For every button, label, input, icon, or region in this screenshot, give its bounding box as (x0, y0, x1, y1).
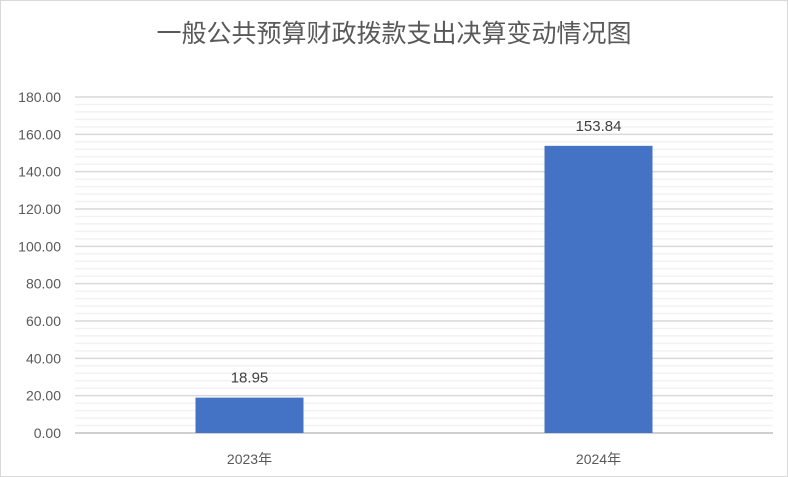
y-tick-label: 60.00 (26, 313, 61, 329)
y-tick-label: 0.00 (34, 425, 61, 441)
y-tick-label: 120.00 (18, 201, 61, 217)
y-tick-label: 160.00 (18, 126, 61, 142)
y-tick-label: 80.00 (26, 276, 61, 292)
bar-2024年 (544, 145, 653, 433)
data-label: 18.95 (231, 370, 269, 387)
chart-title: 一般公共预算财政拨款支出决算变动情况图 (156, 19, 632, 48)
x-tick-label: 2023年 (227, 451, 272, 467)
y-tick-label: 40.00 (26, 350, 61, 366)
data-label: 153.84 (576, 118, 622, 135)
bar-2023年 (195, 397, 304, 433)
x-tick-label: 2024年 (576, 451, 621, 467)
y-tick-label: 140.00 (18, 164, 61, 180)
y-tick-label: 180.00 (18, 89, 61, 105)
y-tick-label: 100.00 (18, 238, 61, 254)
y-tick-label: 20.00 (26, 388, 61, 404)
